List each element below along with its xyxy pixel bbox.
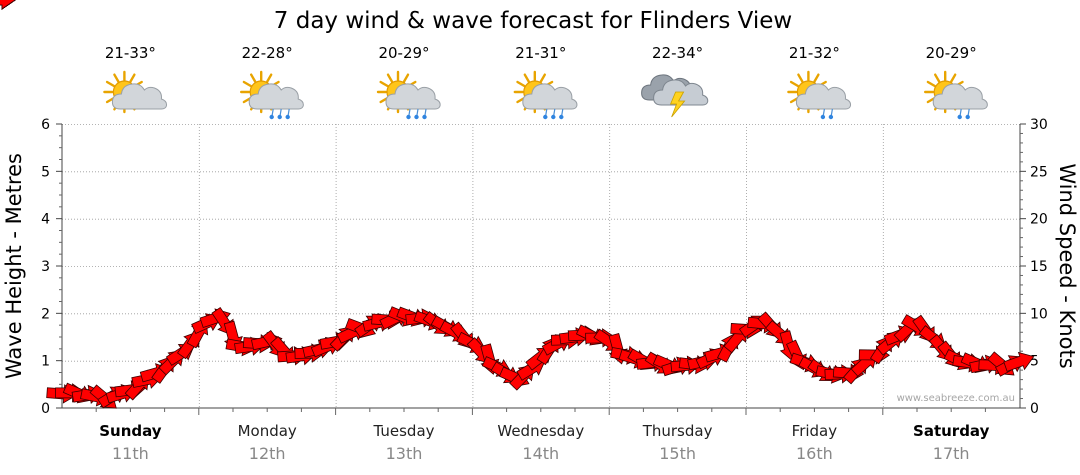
right-tick-label: 5 <box>1030 354 1039 370</box>
minor-ticks <box>95 408 986 415</box>
wind-arrow-series <box>0 0 1035 409</box>
day-name: Sunday <box>99 422 162 440</box>
day-name: Tuesday <box>372 422 434 440</box>
thunderstorm-icon <box>641 74 709 118</box>
day-name: Thursday <box>642 422 713 440</box>
day-column-thursday: 22-34° Thursday 15th <box>641 44 713 463</box>
day-date: 15th <box>659 444 696 463</box>
right-tick-label: 30 <box>1030 117 1048 133</box>
right-axis-ticks: 0 5 10 15 20 25 30 <box>1020 117 1048 417</box>
day-column-sunday: 21-33° Sunday 11th <box>99 44 168 463</box>
light-showers-icon <box>924 70 988 120</box>
left-tick-label: 0 <box>41 401 50 417</box>
showers-icon <box>513 70 578 120</box>
day-temperature: 21-32° <box>789 44 840 62</box>
chart-title: 7 day wind & wave forecast for Flinders … <box>274 8 792 34</box>
showers-icon <box>239 70 304 120</box>
right-axis-title: Wind Speed - Knots <box>1055 163 1079 368</box>
light-showers-icon <box>787 70 852 120</box>
left-tick-label: 1 <box>41 354 50 370</box>
day-column-monday: 22-28° Monday 12th <box>238 44 304 463</box>
right-tick-label: 20 <box>1030 212 1048 228</box>
partly-cloudy-icon <box>103 70 168 114</box>
left-tick-label: 3 <box>41 259 50 275</box>
right-tick-label: 25 <box>1030 164 1048 180</box>
day-date: 12th <box>249 444 286 463</box>
day-column-friday: 21-32° Friday 16th <box>787 44 852 463</box>
day-date: 16th <box>796 444 833 463</box>
day-column-wednesday: 21-31° Wednesday 14th <box>497 44 584 463</box>
day-date: 11th <box>112 444 149 463</box>
source-credit: www.seabreeze.com.au <box>897 393 1015 404</box>
day-date: 13th <box>386 444 423 463</box>
wind-arrow <box>0 0 16 10</box>
day-name: Saturday <box>913 422 990 440</box>
right-tick-label: 15 <box>1030 259 1048 275</box>
day-name: Friday <box>792 422 838 440</box>
wind-arrow <box>1003 351 1035 372</box>
left-tick-label: 2 <box>41 306 50 322</box>
left-tick-label: 6 <box>41 117 50 133</box>
right-tick-label: 10 <box>1030 306 1048 322</box>
day-temperature: 20-29° <box>926 44 977 62</box>
showers-icon <box>376 70 441 120</box>
left-axis-title: Wave Height - Metres <box>2 153 26 379</box>
left-tick-label: 5 <box>41 164 50 180</box>
day-temperature: 22-28° <box>242 44 293 62</box>
day-name: Monday <box>238 422 297 440</box>
day-temperature: 21-31° <box>515 44 566 62</box>
left-axis-ticks: 0 1 2 3 4 5 6 <box>41 117 62 417</box>
left-tick-label: 4 <box>41 212 50 228</box>
day-temperature: 21-33° <box>105 44 156 62</box>
day-date: 14th <box>522 444 559 463</box>
day-column-saturday: 20-29° Saturday 17th <box>913 44 990 463</box>
right-tick-label: 0 <box>1030 401 1039 417</box>
day-temperature: 20-29° <box>378 44 429 62</box>
day-temperature: 22-34° <box>652 44 703 62</box>
day-name: Wednesday <box>497 422 584 440</box>
day-column-tuesday: 20-29° Tuesday 13th <box>372 44 441 463</box>
day-date: 17th <box>933 444 970 463</box>
day-columns: 21-33° Sunday 11th 22-28° Monday 12th 20-29° Tu… <box>99 44 989 463</box>
